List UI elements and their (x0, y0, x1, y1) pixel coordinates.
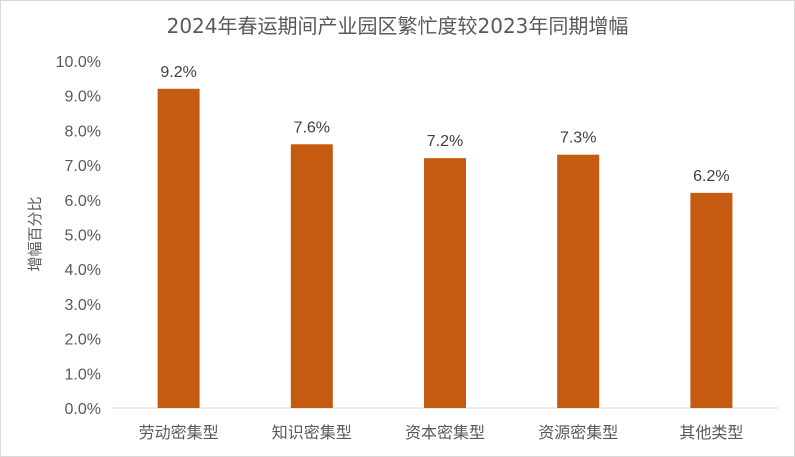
bar-data-label: 7.3% (560, 130, 596, 147)
y-axis-label: 增幅百分比 (26, 196, 44, 271)
y-tick-label: 0.0% (65, 401, 101, 418)
bar (157, 88, 200, 408)
bar (424, 158, 466, 408)
bar-data-label: 7.2% (427, 133, 463, 150)
y-tick-label: 6.0% (65, 193, 101, 210)
y-tick-label: 5.0% (65, 228, 101, 245)
bar (290, 144, 333, 408)
x-category-label: 劳动密集型 (139, 423, 219, 442)
bar-data-label: 9.2% (160, 64, 196, 81)
chart-title: 2024年春运期间产业园区繁忙度较2023年同期增幅 (166, 14, 629, 38)
y-tick-label: 1.0% (65, 366, 101, 383)
y-tick-label: 2.0% (65, 332, 101, 349)
bar (690, 192, 733, 408)
bars: 9.2% 7.6% 7.2% 7.3% 6.2% (157, 64, 733, 408)
bar-data-label: 6.2% (693, 168, 729, 185)
bar-data-label: 7.6% (294, 119, 330, 136)
x-category-label: 知识密集型 (272, 423, 352, 442)
category-labels: 劳动密集型 知识密集型 资本密集型 资源密集型 其他类型 (139, 423, 744, 442)
x-category-label: 资本密集型 (405, 423, 485, 442)
x-category-label: 其他类型 (679, 423, 743, 442)
x-category-label: 资源密集型 (538, 423, 618, 442)
bar (557, 154, 600, 408)
y-tick-label: 3.0% (65, 297, 101, 314)
y-axis-ticks: 0.0% 1.0% 2.0% 3.0% 4.0% 5.0% 6.0% 7.0% 8.0% 9.0%… (56, 54, 101, 418)
y-tick-label: 10.0% (56, 54, 101, 71)
y-tick-label: 7.0% (65, 158, 101, 175)
y-tick-label: 8.0% (65, 123, 101, 140)
y-tick-label: 9.0% (65, 89, 101, 106)
y-tick-label: 4.0% (65, 262, 101, 279)
